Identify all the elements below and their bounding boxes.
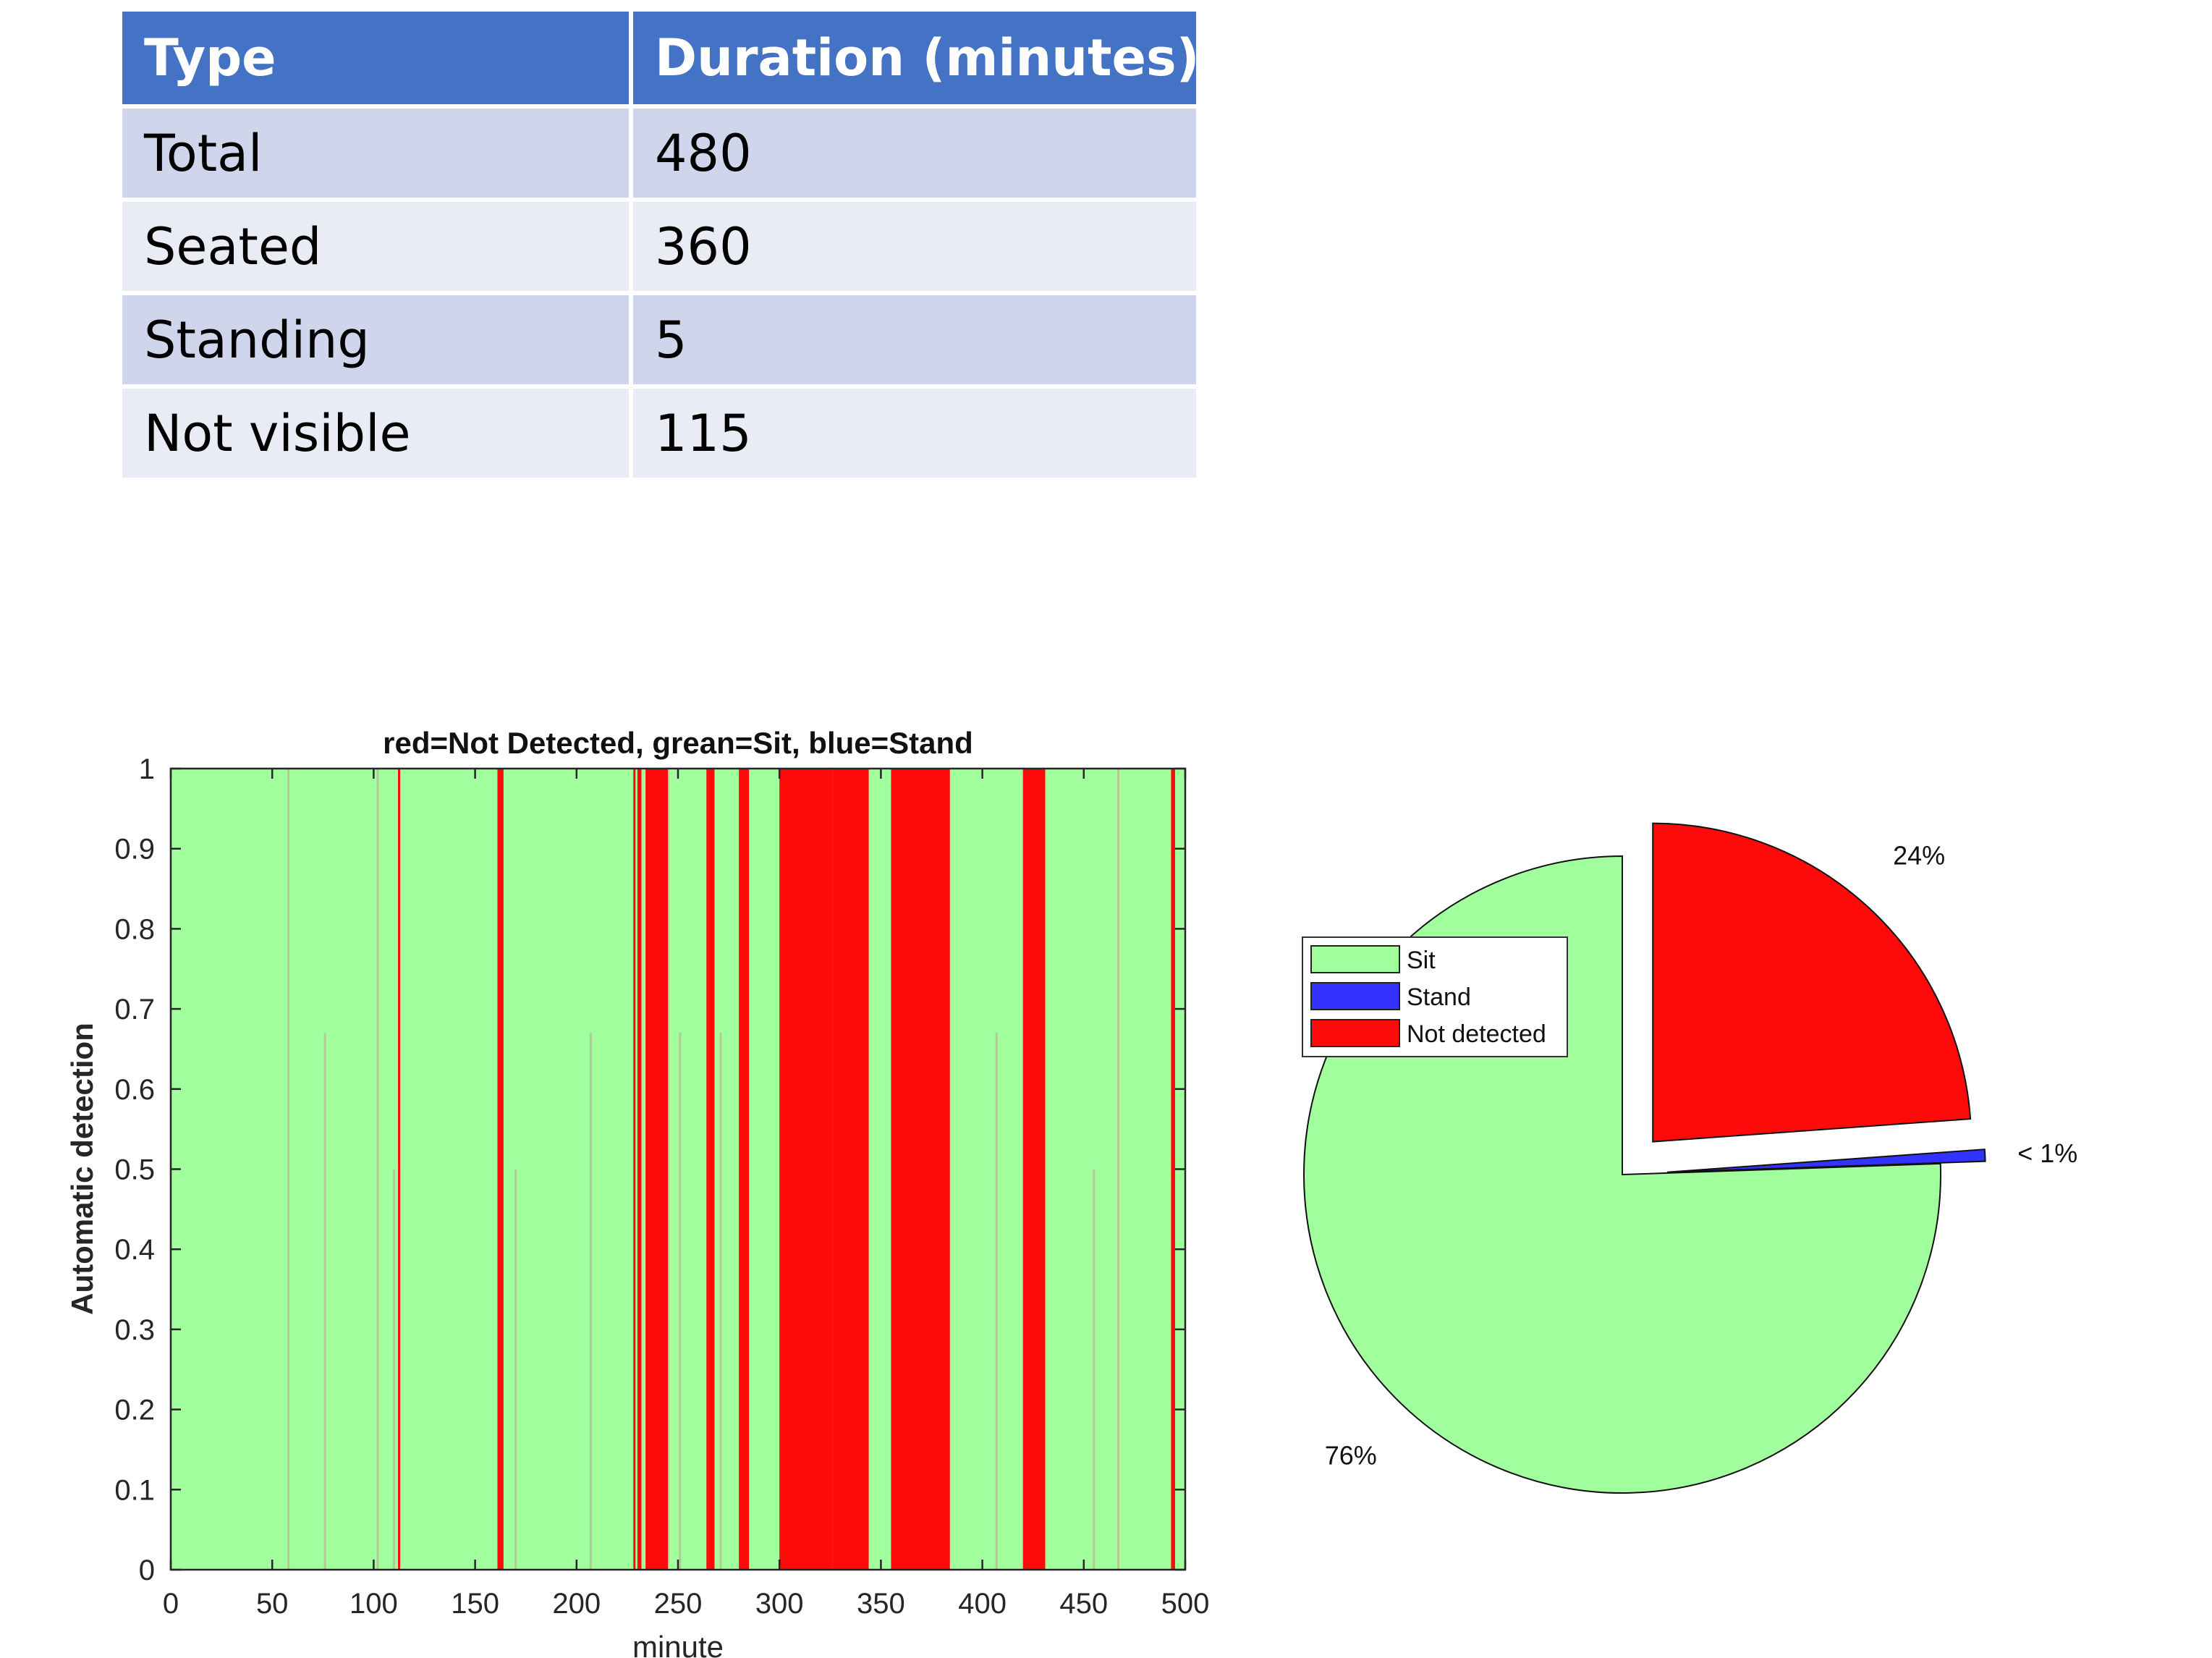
y-tick-label: 0 (139, 1555, 155, 1586)
table-row: Standing 5 (118, 291, 1200, 389)
x-tick-label: 500 (1161, 1588, 1210, 1620)
pie-slices (1303, 822, 1986, 1494)
not-detected-bar (739, 769, 750, 1570)
table-cell-duration: 360 (629, 198, 1200, 295)
x-tick-label: 450 (1059, 1588, 1108, 1620)
not-detected-bar (1022, 769, 1046, 1570)
table-cell-duration: 5 (629, 291, 1200, 389)
table-header-row: Type Duration (minutes) (118, 7, 1200, 109)
not-detected-bar (832, 769, 869, 1570)
y-tick-label: 0.4 (114, 1234, 155, 1266)
pie-slice-not-detected (1652, 822, 1972, 1143)
y-tick-label: 0.3 (114, 1314, 155, 1346)
x-tick-label: 250 (654, 1588, 703, 1620)
x-tick-label: 50 (256, 1588, 289, 1620)
timeline-x-axis-label: minute (632, 1630, 724, 1658)
x-tick-label: 300 (755, 1588, 804, 1620)
not-detected-bar (891, 769, 950, 1570)
x-tick-label: 100 (349, 1588, 398, 1620)
timeline-y-axis-label: Automatic detection (65, 1023, 99, 1315)
y-tick-label: 0.2 (114, 1395, 155, 1426)
legend-swatch-stand (1310, 982, 1400, 1010)
column-header-type: Type (118, 7, 633, 109)
y-tick-label: 0.8 (114, 913, 155, 945)
not-detected-bar (637, 769, 642, 1570)
x-tick-label: 350 (857, 1588, 905, 1620)
y-tick-label: 0.6 (114, 1074, 155, 1106)
table-cell-duration: 115 (629, 384, 1200, 482)
table-cell-type: Total (118, 104, 633, 202)
y-tick-label: 0.1 (114, 1474, 155, 1506)
legend-label-stand: Stand (1407, 984, 1471, 1011)
timeline-chart: red=Not Detected, grean=Sit, blue=Stand … (65, 726, 1209, 1658)
legend-label-sit: Sit (1407, 947, 1436, 974)
y-tick-label: 1 (139, 753, 155, 785)
pie-slice-stand (1666, 1149, 1986, 1173)
y-tick-label: 0.7 (114, 994, 155, 1025)
pie-label-stand: < 1% (2017, 1138, 2077, 1168)
legend-swatch-not-detected (1310, 1019, 1400, 1047)
legend-label-not-detected: Not detected (1407, 1020, 1546, 1048)
not-detected-bar (645, 769, 668, 1570)
summary-table: Type Duration (minutes) Total 480 Seated… (118, 7, 1200, 482)
table-row: Not visible 115 (118, 384, 1200, 482)
not-detected-bar (1171, 769, 1175, 1570)
pie-label-not-detected: 24% (1893, 840, 1945, 870)
column-header-duration: Duration (minutes) (629, 7, 1200, 109)
table-row: Seated 360 (118, 198, 1200, 295)
table-cell-type: Seated (118, 198, 633, 295)
x-tick-label: 400 (958, 1588, 1007, 1620)
timeline-plot-area (171, 769, 1185, 1570)
table-cell-duration: 480 (629, 104, 1200, 202)
y-tick-label: 0.5 (114, 1154, 155, 1186)
table-cell-type: Standing (118, 291, 633, 389)
not-detected-bar (706, 769, 715, 1570)
pie-legend: Sit Stand Not detected (1302, 936, 1568, 1057)
timeline-y-tick-labels: 0 0.1 0.2 0.3 0.4 0.5 0.6 0.7 0.8 0.9 1 (114, 753, 155, 1586)
timeline-title: red=Not Detected, grean=Sit, blue=Stand (383, 726, 973, 760)
x-tick-label: 0 (163, 1588, 179, 1620)
timeline-x-tick-labels: 0 50 100 150 200 250 300 350 400 450 500 (163, 1588, 1210, 1620)
pie-label-sit: 76% (1325, 1440, 1377, 1470)
x-tick-label: 150 (451, 1588, 499, 1620)
pie-chart: 76% < 1% 24% Sit Stand Not detected (1302, 822, 2077, 1494)
not-detected-bar (497, 769, 504, 1570)
not-detected-bar (779, 769, 833, 1570)
y-tick-label: 0.9 (114, 834, 155, 866)
table-cell-type: Not visible (118, 384, 633, 482)
x-tick-label: 200 (552, 1588, 601, 1620)
timeline-ticks (169, 767, 1187, 1571)
not-detected-bar (398, 769, 401, 1570)
table-row: Total 480 (118, 104, 1200, 202)
not-detected-bar (633, 769, 636, 1570)
sit-background (171, 769, 1185, 1570)
legend-swatch-sit (1310, 945, 1400, 973)
